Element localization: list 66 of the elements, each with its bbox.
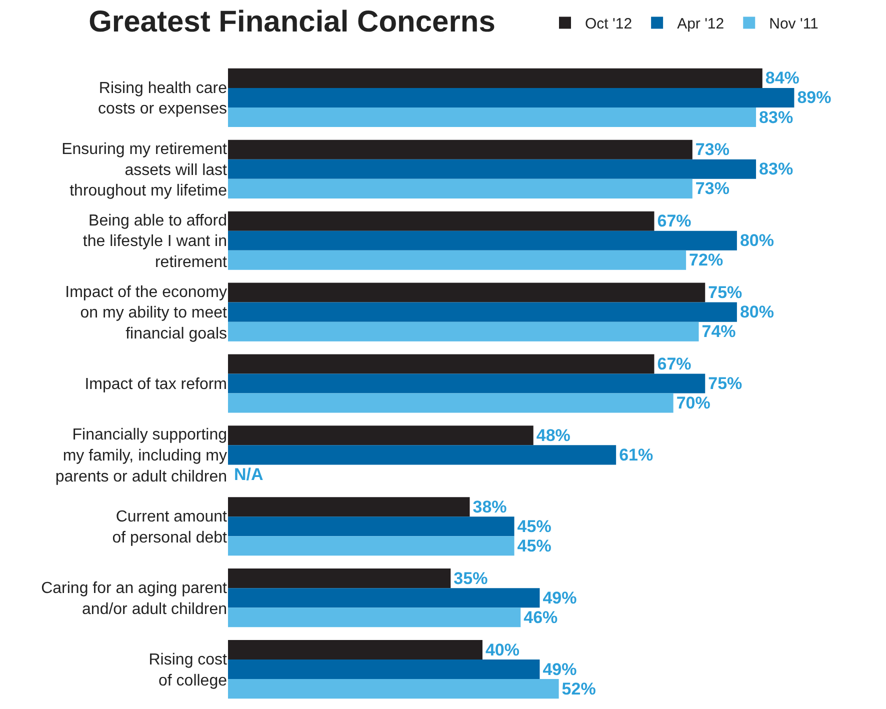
data-label: 70% [676, 394, 710, 413]
bar [228, 178, 692, 198]
data-label: 67% [657, 354, 692, 374]
data-label: 61% [619, 445, 654, 464]
data-label: 83% [759, 108, 794, 127]
legend-label: Apr '12 [677, 16, 724, 33]
bar [228, 608, 521, 628]
data-label: 80% [740, 231, 774, 250]
data-label: 84% [765, 68, 800, 88]
bar [228, 282, 706, 302]
data-label: 67% [657, 212, 692, 231]
data-label: 45% [517, 516, 552, 536]
y-tick-label: Caring for an aging parent and/or adult children [41, 580, 228, 618]
bar [228, 568, 451, 588]
data-label: 73% [695, 179, 730, 198]
y-tick-label: Impact of tax reform [84, 376, 227, 394]
bar [228, 660, 540, 680]
bar [228, 426, 534, 446]
bar [228, 374, 706, 394]
legend-label: Nov '11 [769, 16, 818, 33]
data-label: 46% [524, 608, 558, 627]
chart-title: Greatest Financial Concerns [88, 6, 496, 39]
bar [228, 497, 470, 517]
bar [228, 445, 616, 465]
data-label: 38% [472, 497, 507, 516]
y-tick-label: Ensuring my retirement assets will last throughout my lifetime [62, 140, 228, 200]
bar [228, 393, 674, 413]
bar [228, 640, 482, 660]
data-label: 74% [702, 322, 736, 342]
data-label: 49% [542, 588, 577, 608]
data-label: 75% [708, 374, 742, 393]
text: N/A [234, 465, 264, 484]
y-tick-label: Rising cost of college [148, 651, 228, 690]
bar [228, 140, 692, 160]
data-label: 72% [689, 250, 724, 270]
bar [228, 107, 756, 128]
bar [228, 68, 762, 88]
data-label: 75% [708, 283, 742, 302]
y-tick-label: Rising health care costs or expenses [98, 80, 228, 118]
bar [228, 159, 756, 179]
y-tick-label: Impact of the economy on my ability to meet financial goals [65, 284, 228, 342]
data-label: 80% [740, 302, 774, 322]
y-tick-label: Being able to afford the lifestyle I want in retirement [82, 212, 228, 272]
bar [228, 679, 559, 699]
data-label: 73% [695, 140, 730, 160]
bar [228, 250, 686, 270]
data-label: 45% [517, 536, 552, 556]
bar [228, 322, 699, 342]
data-label: 83% [759, 160, 794, 179]
bar [228, 211, 654, 231]
data-label: 40% [485, 640, 520, 660]
bar [228, 536, 514, 556]
bar [228, 230, 737, 250]
bar [228, 354, 654, 374]
y-tick-label: Current amount of personal debt [112, 508, 228, 546]
data-label: 48% [536, 426, 570, 445]
data-label: 35% [454, 568, 488, 588]
bar [228, 88, 794, 108]
data-label: 89% [797, 88, 832, 108]
y-tick-label: Financially supporting my family, including my parents or adult children [55, 426, 227, 486]
data-label: 49% [542, 660, 577, 679]
bar [228, 588, 540, 608]
legend-label: Oct '12 [585, 16, 632, 33]
bar [228, 302, 737, 322]
bar [228, 516, 514, 536]
data-label: 52% [562, 679, 596, 698]
